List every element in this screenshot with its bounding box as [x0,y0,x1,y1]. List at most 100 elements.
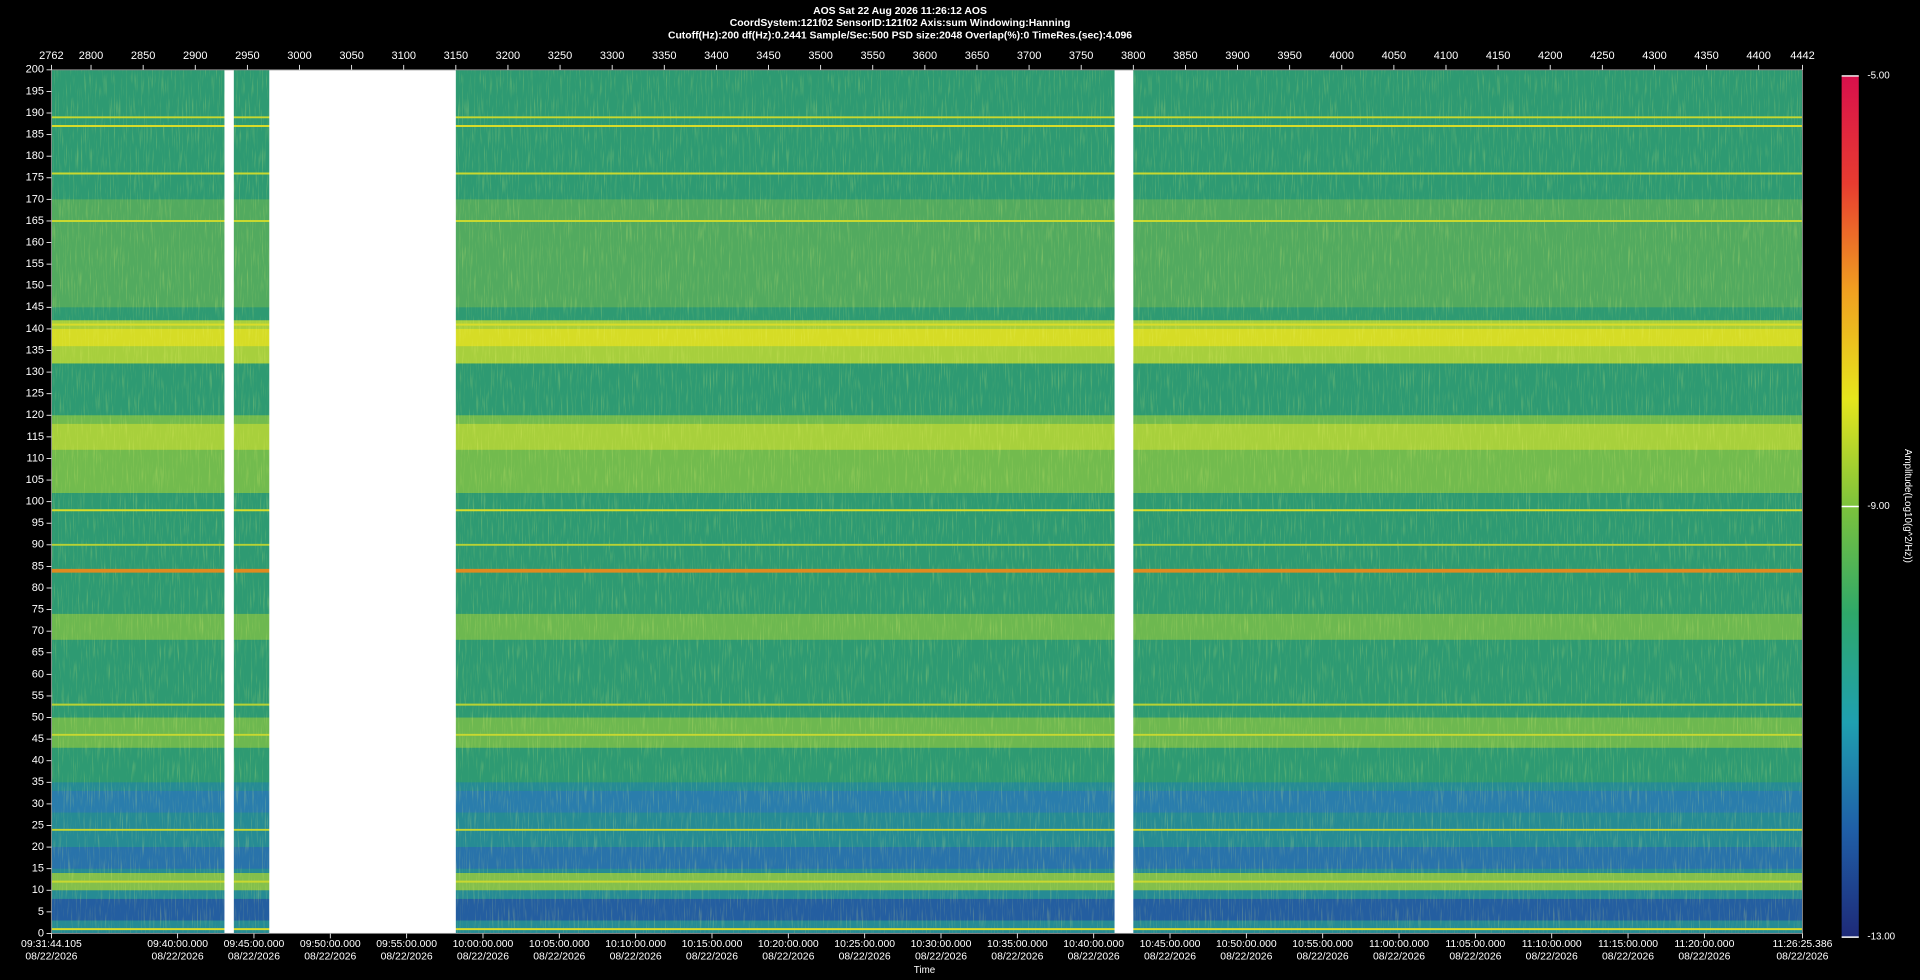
colorbar-label: Amplitude(Log10(g^2/Hz)) [1902,449,1913,563]
x-tick-label: 4150 [1486,50,1511,62]
time-tick-label: 10:55:00.000 [1292,939,1353,950]
time-tick-label: 10:15:00.000 [682,939,743,950]
time-tick-date: 08/22/2026 [1373,951,1425,962]
time-tick-label: 09:55:00.000 [376,939,437,950]
x-tick-label: 3950 [1277,50,1302,62]
time-tick-label: 10:20:00.000 [758,939,819,950]
y-tick-label: 170 [26,193,44,205]
y-tick-label: 185 [26,129,44,141]
time-tick-label: 10:10:00.000 [605,939,666,950]
y-tick-label: 85 [32,560,44,572]
time-tick-date: 08/22/2026 [228,951,280,962]
colorbar-tick-label: -13.00 [1867,932,1895,943]
time-tick-label: 10:45:00.000 [1140,939,1201,950]
x-tick-label: 3750 [1069,50,1094,62]
x-tick-label: 4050 [1382,50,1407,62]
x-tick-label: 3100 [391,50,416,62]
time-tick-label: 11:10:00.000 [1522,939,1582,950]
y-tick-label: 105 [26,474,44,486]
time-tick-label: 09:31:44.105 [21,939,82,950]
y-tick-label: 25 [32,819,44,831]
x-tick-label: 3700 [1017,50,1042,62]
y-tick-label: 60 [32,668,44,680]
x-tick-label: 3350 [652,50,677,62]
y-tick-label: 200 [26,64,44,76]
time-tick-label: 10:40:00.000 [1063,939,1124,950]
time-tick-date: 08/22/2026 [1776,951,1828,962]
time-tick-date: 08/22/2026 [686,951,738,962]
y-tick-label: 45 [32,733,44,745]
y-tick-label: 40 [32,755,44,767]
x-tick-label: 3800 [1121,50,1146,62]
time-tick-label: 11:15:00.000 [1598,939,1658,950]
y-tick-label: 15 [32,863,44,875]
x-tick-label: 3250 [548,50,573,62]
x-tick-label: 4100 [1434,50,1459,62]
time-tick-date: 08/22/2026 [915,951,967,962]
time-tick-label: 10:00:00.000 [453,939,514,950]
y-tick-label: 165 [26,215,44,227]
chart-subtitle: CoordSystem:121f02 SensorID:121f02 Axis:… [730,18,1071,29]
y-tick-label: 50 [32,711,44,723]
x-tick-label: 3000 [287,50,312,62]
y-tick-label: 100 [26,496,44,508]
y-tick-label: 180 [26,150,44,162]
x-tick-label: 4442 [1790,50,1815,62]
x-tick-label: 3900 [1225,50,1250,62]
time-tick-label: 11:20:00.000 [1674,939,1734,950]
y-tick-label: 95 [32,517,44,529]
y-tick-label: 120 [26,409,44,421]
x-tick-label: 2800 [79,50,104,62]
x-tick-label: 4250 [1590,50,1615,62]
data-gap [224,69,234,934]
y-tick-label: 70 [32,625,44,637]
time-tick-label: 10:05:00.000 [529,939,590,950]
time-tick-date: 08/22/2026 [1602,951,1654,962]
time-tick-label: 10:30:00.000 [911,939,972,950]
y-tick-label: 5 [38,906,44,918]
x-tick-label: 4300 [1642,50,1667,62]
time-tick-label: 11:05:00.000 [1445,939,1505,950]
x-axis-label: Time [914,965,935,976]
time-tick-date: 08/22/2026 [1678,951,1730,962]
y-tick-label: 150 [26,280,44,292]
x-tick-label: 4400 [1746,50,1771,62]
time-tick-date: 08/22/2026 [25,951,77,962]
x-tick-label: 3050 [339,50,364,62]
y-tick-label: 135 [26,344,44,356]
colorbar-tick-label: -9.00 [1867,501,1890,512]
time-tick-date: 08/22/2026 [1220,951,1272,962]
y-tick-label: 55 [32,690,44,702]
y-tick-label: 195 [26,85,44,97]
x-tick-label: 4350 [1694,50,1719,62]
time-tick-date: 08/22/2026 [839,951,891,962]
data-gap [269,69,456,934]
time-tick-date: 08/22/2026 [1526,951,1578,962]
y-tick-label: 80 [32,582,44,594]
x-tick-label: 3850 [1173,50,1198,62]
y-tick-label: 145 [26,301,44,313]
time-tick-date: 08/22/2026 [610,951,662,962]
y-tick-label: 0 [38,927,44,939]
x-tick-label: 2900 [183,50,208,62]
y-tick-label: 175 [26,172,44,184]
time-tick-date: 08/22/2026 [991,951,1043,962]
y-tick-label: 155 [26,258,44,270]
time-tick-label: 09:50:00.000 [300,939,361,950]
x-tick-label: 3400 [704,50,729,62]
y-tick-label: 130 [26,366,44,378]
y-tick-label: 160 [26,236,44,248]
time-tick-label: 10:50:00.000 [1216,939,1277,950]
x-tick-label: 2950 [235,50,260,62]
y-tick-label: 140 [26,323,44,335]
time-tick-date: 08/22/2026 [1068,951,1120,962]
y-tick-label: 190 [26,107,44,119]
y-tick-label: 115 [27,431,45,443]
time-tick-date: 08/22/2026 [1449,951,1501,962]
x-tick-label: 4200 [1538,50,1563,62]
time-tick-label: 11:26:25.386 [1772,939,1832,950]
time-tick-date: 08/22/2026 [1297,951,1349,962]
x-tick-label: 3300 [600,50,625,62]
x-tick-label: 4000 [1330,50,1355,62]
